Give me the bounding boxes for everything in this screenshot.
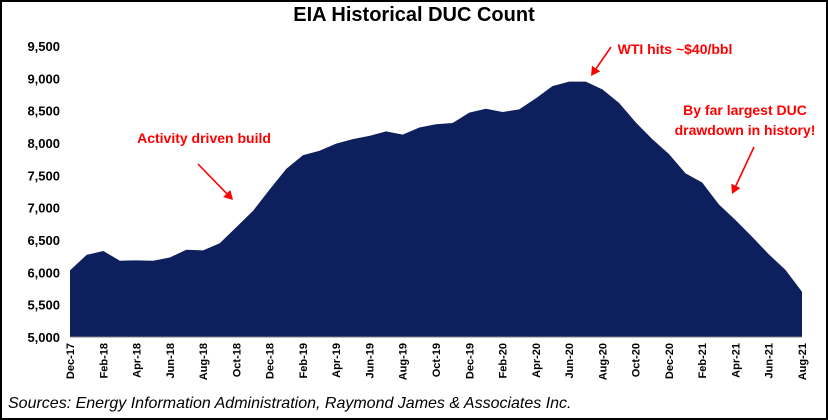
x-tick-label: Dec-18 (265, 343, 277, 379)
annotation-activity-build: Activity driven build (137, 130, 271, 146)
y-tick-label: 5,500 (27, 298, 60, 313)
y-tick-label: 9,000 (27, 71, 60, 86)
x-tick-label: Aug-18 (198, 343, 210, 380)
y-tick-label: 7,000 (27, 201, 60, 216)
chart-title: EIA Historical DUC Count (293, 4, 535, 26)
x-tick-label: Apr-19 (331, 343, 343, 378)
x-tick-label: Jun-21 (764, 343, 776, 378)
arrow-activity-build (197, 163, 233, 200)
x-tick-label: Feb-19 (298, 343, 310, 378)
annotations: Activity driven build WTI hits ~$40/bbl … (137, 41, 815, 146)
y-tick-label: 8,000 (27, 136, 60, 151)
x-tick-label: Aug-21 (797, 343, 809, 380)
y-tick-label: 7,500 (27, 168, 60, 183)
x-tick-label: Jun-18 (165, 343, 177, 378)
y-tick-label: 5,000 (27, 330, 60, 345)
x-tick-label: Feb-20 (498, 343, 510, 378)
x-tick-label: Dec-19 (464, 343, 476, 379)
annotation-wti-40: WTI hits ~$40/bbl (618, 41, 733, 57)
y-tick-label: 6,000 (27, 265, 60, 280)
x-tick-label: Apr-18 (132, 343, 144, 378)
x-tick-label: Oct-20 (631, 343, 643, 377)
arrow-wti-40 (591, 46, 612, 76)
plot-area (70, 81, 802, 337)
x-tick-label: Feb-18 (98, 343, 110, 378)
y-tick-label: 9,500 (27, 39, 60, 54)
source-note: Sources: Energy Information Administrati… (8, 395, 572, 412)
x-tick-label: Oct-19 (431, 343, 443, 377)
y-axis: 5,000 5,500 6,000 6,500 7,000 7,500 8,000 8,500… (27, 39, 60, 345)
x-tick-label: Jun-20 (564, 343, 576, 378)
x-tick-label: Apr-20 (531, 343, 543, 378)
annotation-drawdown-line2: drawdown in history! (675, 122, 816, 138)
y-tick-label: 6,500 (27, 233, 60, 248)
arrow-drawdown (731, 146, 755, 194)
x-tick-label: Feb-21 (697, 343, 709, 378)
annotation-drawdown-line1: By far largest DUC (683, 102, 807, 118)
y-tick-label: 8,500 (27, 104, 60, 119)
x-tick-label: Aug-20 (597, 343, 609, 380)
x-tick-label: Dec-17 (65, 343, 77, 379)
annotation-arrows (197, 46, 755, 200)
x-tick-label: Dec-20 (664, 343, 676, 379)
x-tick-label: Aug-19 (398, 343, 410, 380)
duc-count-area (70, 81, 802, 337)
x-axis: Dec-17 Feb-18 Apr-18 Jun-18 Aug-18 Oct-18 Dec-… (65, 336, 809, 380)
x-tick-label: Jun-19 (364, 343, 376, 378)
x-tick-label: Apr-21 (730, 343, 742, 378)
x-tick-label: Oct-18 (231, 343, 243, 377)
